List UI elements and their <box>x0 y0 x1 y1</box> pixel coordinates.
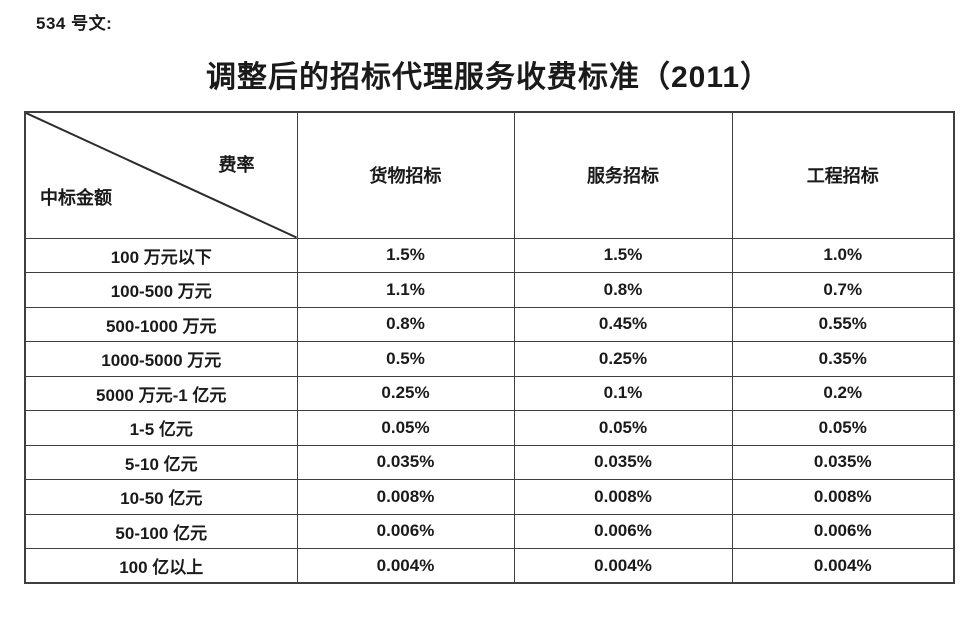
rate-cell: 0.55% <box>731 306 955 342</box>
rate-cell: 0.1% <box>513 375 733 411</box>
doc-number-label: 534 号文: <box>36 14 113 33</box>
rate-cell: 0.006% <box>731 513 955 549</box>
rate-cell: 0.004% <box>731 548 955 584</box>
table-row: 1000-5000 万元 0.5% 0.25% 0.35% <box>24 341 955 377</box>
rate-cell: 1.1% <box>296 272 515 308</box>
rate-cell: 0.8% <box>513 272 733 308</box>
rate-cell: 0.006% <box>296 513 515 549</box>
table-row: 5-10 亿元 0.035% 0.035% 0.035% <box>24 444 955 480</box>
corner-header-cell: 费率 中标金额 <box>24 111 298 239</box>
rate-cell: 0.5% <box>296 341 515 377</box>
rate-cell: 0.006% <box>513 513 733 549</box>
rate-cell: 0.004% <box>296 548 515 584</box>
corner-label-bid-amount: 中标金额 <box>40 187 112 208</box>
column-header-goods: 货物招标 <box>296 111 515 239</box>
rate-cell: 0.008% <box>296 479 515 515</box>
rate-cell: 0.008% <box>731 479 955 515</box>
table-row: 100 万元以下 1.5% 1.5% 1.0% <box>24 237 955 273</box>
table-row: 1-5 亿元 0.05% 0.05% 0.05% <box>24 410 955 446</box>
row-label-cell: 1000-5000 万元 <box>24 341 298 377</box>
rate-cell: 1.5% <box>513 237 733 273</box>
table-row: 5000 万元-1 亿元 0.25% 0.1% 0.2% <box>24 375 955 411</box>
diagonal-divider-line <box>26 113 296 237</box>
row-label-cell: 5000 万元-1 亿元 <box>24 375 298 411</box>
corner-label-fee-rate: 费率 <box>218 155 255 175</box>
row-label-cell: 10-50 亿元 <box>24 479 298 515</box>
row-label-cell: 500-1000 万元 <box>24 306 298 342</box>
row-label-cell: 5-10 亿元 <box>24 444 298 480</box>
rate-cell: 1.5% <box>296 237 515 273</box>
row-label-cell: 1-5 亿元 <box>24 410 298 446</box>
table-row: 50-100 亿元 0.006% 0.006% 0.006% <box>24 513 955 549</box>
rate-cell: 0.004% <box>513 548 733 584</box>
rate-cell: 0.7% <box>731 272 955 308</box>
table-header-row: 费率 中标金额 货物招标 服务招标 工程招标 <box>24 111 955 239</box>
rate-cell: 0.035% <box>731 444 955 480</box>
row-label-cell: 100 万元以下 <box>24 237 298 273</box>
rate-cell: 0.035% <box>513 444 733 480</box>
table-row: 100 亿以上 0.004% 0.004% 0.004% <box>24 548 955 584</box>
table-row: 500-1000 万元 0.8% 0.45% 0.55% <box>24 306 955 342</box>
column-header-services: 服务招标 <box>513 111 733 239</box>
table-row: 10-50 亿元 0.008% 0.008% 0.008% <box>24 479 955 515</box>
rate-cell: 0.45% <box>513 306 733 342</box>
rate-cell: 0.35% <box>731 341 955 377</box>
row-label-cell: 100-500 万元 <box>24 272 298 308</box>
rate-cell: 0.05% <box>513 410 733 446</box>
rate-cell: 0.2% <box>731 375 955 411</box>
rate-cell: 1.0% <box>731 237 955 273</box>
rate-cell: 0.05% <box>731 410 955 446</box>
rate-cell: 0.035% <box>296 444 515 480</box>
row-label-cell: 50-100 亿元 <box>24 513 298 549</box>
page-title: 调整后的招标代理服务收费标准（2011） <box>205 61 772 94</box>
fee-rate-table: 费率 中标金额 货物招标 服务招标 工程招标 100 万元以下 1.5% 1.5% 1… <box>24 111 955 584</box>
rate-cell: 0.008% <box>513 479 733 515</box>
table-row: 100-500 万元 1.1% 0.8% 0.7% <box>24 272 955 308</box>
column-header-engineering: 工程招标 <box>731 111 955 239</box>
rate-cell: 0.8% <box>296 306 515 342</box>
rate-cell: 0.25% <box>296 375 515 411</box>
rate-cell: 0.05% <box>296 410 515 446</box>
rate-cell: 0.25% <box>513 341 733 377</box>
row-label-cell: 100 亿以上 <box>24 548 298 584</box>
